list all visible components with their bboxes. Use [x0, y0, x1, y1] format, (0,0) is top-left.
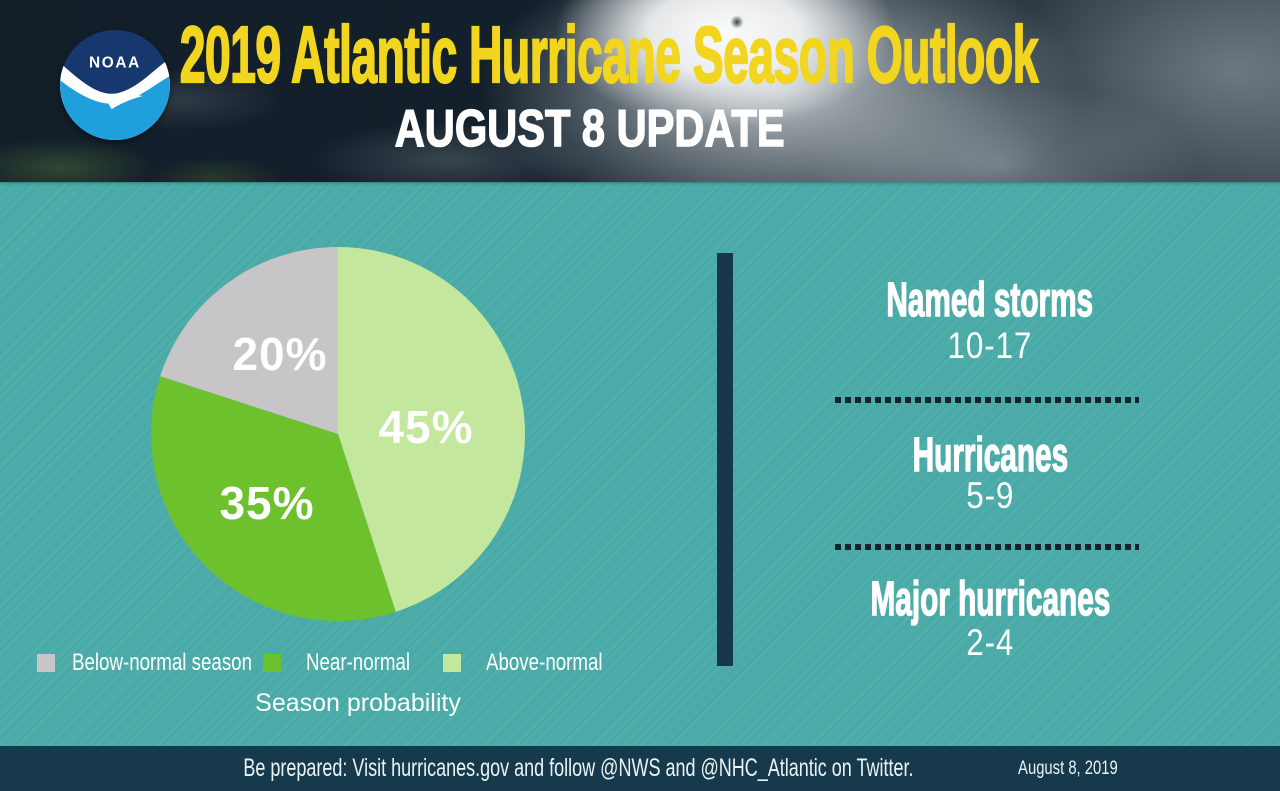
vertical-divider-bar — [717, 253, 733, 666]
chart-caption: Season probability — [255, 689, 461, 717]
pie-slice-below-normal-season — [160, 247, 338, 434]
dashed-separator — [835, 397, 1139, 403]
header-banner-satellite-image: NOAA 2019 Atlantic Hurricane Season Outl… — [0, 0, 1280, 182]
footer-date: August 8, 2019 — [1018, 757, 1118, 779]
legend-swatch-above-normal — [443, 654, 461, 672]
legend-label-above-normal: Above-normal — [486, 649, 603, 676]
stat-range-hurricanes: 5-9 — [965, 475, 1014, 516]
pie-slice-near-normal — [151, 376, 396, 621]
stat-label-major-hurricanes: Major hurricanes — [870, 573, 1111, 626]
noaa-logo-text: NOAA — [89, 54, 141, 71]
pie-label-below-normal: 20% — [232, 328, 328, 380]
footer-bar: Be prepared: Visit hurricanes.gov and fo… — [0, 746, 1280, 791]
stat-label-hurricanes: Hurricanes — [912, 429, 1068, 482]
legend-swatch-near-normal — [263, 654, 281, 672]
legend-swatch-below-normal — [37, 654, 55, 672]
season-probability-pie — [151, 247, 525, 621]
legend-label-below-normal: Below-normal season — [72, 649, 253, 676]
dashed-separator — [835, 544, 1139, 550]
noaa-logo: NOAA — [60, 30, 170, 140]
footer-message: Be prepared: Visit hurricanes.gov and fo… — [242, 754, 914, 782]
noaa-logo-icon: NOAA — [60, 30, 170, 140]
season-probability-pie-chart — [151, 247, 525, 621]
page-title: 2019 Atlantic Hurricane Season Outlook — [179, 10, 1039, 99]
legend-label-near-normal: Near-normal — [306, 649, 411, 676]
pie-label-near-normal: 35% — [219, 477, 315, 529]
stat-range-named-storms: 10-17 — [947, 325, 1033, 366]
page-subtitle: AUGUST 8 UPDATE — [394, 100, 785, 158]
stat-range-major-hurricanes: 2-4 — [965, 622, 1014, 663]
pie-label-above-normal: 45% — [378, 401, 474, 453]
legend-item-near-normal: Near-normal — [263, 649, 439, 676]
pie-slice-above-normal — [338, 247, 525, 612]
legend-item-above-normal: Above-normal — [443, 649, 635, 676]
stat-label-named-storms: Named storms — [886, 274, 1094, 327]
legend-item-below-normal: Below-normal season — [37, 649, 303, 676]
